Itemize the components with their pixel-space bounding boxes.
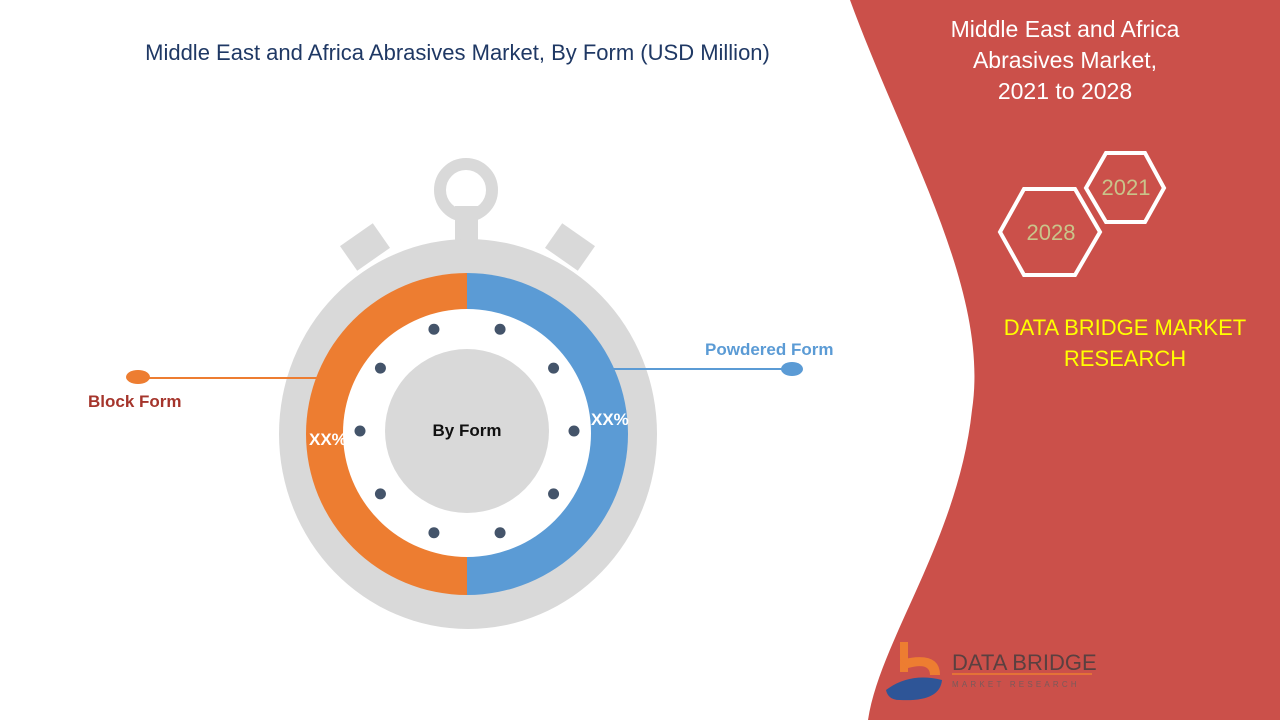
clock-dot xyxy=(428,527,440,539)
side-panel-title: Middle East and Africa Abrasives Market,… xyxy=(875,14,1255,107)
legend-block-form: Block Form xyxy=(88,392,182,411)
clock-dot xyxy=(494,323,506,335)
chart-title: Middle East and Africa Abrasives Market,… xyxy=(145,40,770,65)
brand-text: DATA BRIDGE MARKET RESEARCH xyxy=(980,312,1270,374)
clock-dot xyxy=(568,425,580,437)
powdered-form-marker xyxy=(781,362,803,376)
hex-year-2021: 2021 xyxy=(1102,175,1151,200)
block-form-marker xyxy=(126,370,150,384)
data-bridge-logo: DATA BRIDGE MARKET RESEARCH xyxy=(886,642,1097,701)
stopwatch-right-button xyxy=(545,223,595,271)
red-side-panel xyxy=(850,0,1280,720)
stopwatch-left-button xyxy=(340,223,390,271)
center-circle xyxy=(385,349,549,513)
side-title-line-2: Abrasives Market, xyxy=(972,47,1158,73)
center-label: By Form xyxy=(432,421,502,440)
brand-line-2: RESEARCH xyxy=(1063,346,1187,371)
logo-text: DATA BRIDGE xyxy=(952,650,1097,675)
clock-dot xyxy=(494,527,506,539)
data-label-powdered-form: XX% xyxy=(591,410,629,429)
clock-dots xyxy=(354,323,580,539)
logo-b-bowl xyxy=(900,657,940,675)
clock-dot xyxy=(374,488,386,500)
hex-year-2028: 2028 xyxy=(1027,220,1076,245)
clock-dot xyxy=(548,362,560,374)
side-title-line-1: Middle East and Africa xyxy=(950,16,1180,42)
clock-dot xyxy=(354,425,366,437)
clock-dot xyxy=(428,323,440,335)
logo-swoosh xyxy=(886,677,942,701)
clock-dot xyxy=(548,488,560,500)
legend-powdered-form: Powdered Form xyxy=(705,340,834,359)
hexagon-2021 xyxy=(1083,151,1167,224)
data-label-block-form: XX% xyxy=(309,430,347,449)
hexagon-2028 xyxy=(997,187,1103,277)
logo-b-stem xyxy=(900,642,908,672)
logo-subtext: MARKET RESEARCH xyxy=(952,680,1080,689)
clock-dot xyxy=(374,362,386,374)
stopwatch-stem xyxy=(455,206,478,248)
side-title-line-3: 2021 to 2028 xyxy=(997,78,1133,104)
brand-line-1: DATA BRIDGE MARKET xyxy=(1003,315,1247,340)
